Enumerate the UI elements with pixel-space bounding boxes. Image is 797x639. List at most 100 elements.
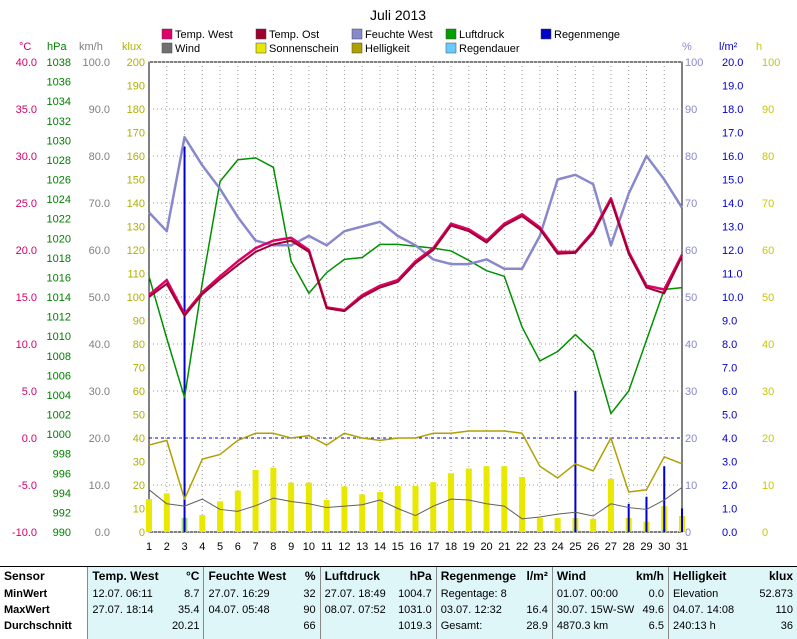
x-tick-label: 18 <box>445 541 457 553</box>
temp-axis-tick: -5.0 <box>18 480 37 492</box>
pressure-axis-tick: 1016 <box>47 272 71 284</box>
x-tick-label: 8 <box>270 541 276 553</box>
stats-column-unit: km/h <box>635 569 664 583</box>
x-tick-label: 20 <box>480 541 492 553</box>
sunshine-bar <box>323 500 330 532</box>
legend-label: Helligkeit <box>365 43 410 55</box>
stats-cell-info: 04.07. 05:48 <box>208 604 270 616</box>
wind-axis-tick: 40.0 <box>89 339 110 351</box>
stats-column-title: Feuchte West <box>208 569 287 583</box>
stats-row-label: MaxWert <box>0 602 87 618</box>
hours-axis-tick: 10 <box>762 480 774 492</box>
wind-axis-tick: 50.0 <box>89 292 110 304</box>
stats-cell-info: 30.07. 15W-SW <box>556 604 635 616</box>
sunshine-bar <box>199 515 206 532</box>
stats-row: 27.07. 18:49 1004.7 <box>321 586 436 602</box>
chart-title: Juli 2013 <box>370 7 426 23</box>
light-axis-tick: 180 <box>127 104 145 116</box>
pressure-axis-tick: 1036 <box>47 77 71 89</box>
stats-column-header: Temp. West °C <box>88 567 203 586</box>
stats-column: Temp. West °C 12.07. 06:11 8.7 27.07. 18:14 3… <box>88 567 205 639</box>
stats-column-unit: °C <box>186 569 200 583</box>
hours-axis-tick: 50 <box>762 292 774 304</box>
x-tick-label: 19 <box>463 541 475 553</box>
stats-row: 27.07. 18:14 35.4 <box>88 602 203 618</box>
stats-cell-info: 4870.3 km <box>556 620 609 632</box>
pressure-axis-tick: 1010 <box>47 331 71 343</box>
legend-swatch <box>445 28 457 40</box>
sunshine-bar <box>519 477 526 532</box>
stats-cell-value: 49.6 <box>642 604 664 616</box>
stats-column-unit: klux <box>768 569 793 583</box>
stats-column-header: Helligkeit klux <box>669 567 797 586</box>
legend-swatch <box>445 42 457 54</box>
rain-axis-tick: 11.0 <box>722 269 743 281</box>
x-tick-label: 23 <box>534 541 546 553</box>
stats-cell-value: 1031.0 <box>398 604 432 616</box>
rain-amount-bar <box>663 466 666 532</box>
x-tick-label: 27 <box>605 541 617 553</box>
wind-axis-tick: 70.0 <box>89 198 110 210</box>
legend-label: Regenmenge <box>554 29 620 41</box>
humidity-axis-tick: 30 <box>685 386 697 398</box>
rain-axis-tick: 3.0 <box>722 457 737 469</box>
stats-column-unit: hPa <box>409 569 432 583</box>
hours-axis-tick: 30 <box>762 386 774 398</box>
stats-cell-info: 27.07. 18:14 <box>92 604 154 616</box>
x-tick-label: 11 <box>321 541 332 553</box>
sunshine-bar <box>341 486 348 532</box>
sunshine-bar <box>359 494 366 532</box>
humidity-line <box>148 135 684 271</box>
x-tick-label: 28 <box>623 541 635 553</box>
x-tick-label: 25 <box>569 541 581 553</box>
light-axis-tick: 90 <box>133 316 145 328</box>
rain-axis-tick: 13.0 <box>722 222 743 234</box>
humidity-axis-tick: 20 <box>685 433 697 445</box>
sunshine-bar <box>252 469 259 532</box>
temp-axis-tick: 40.0 <box>16 57 37 69</box>
stats-column: Helligkeit klux Elevation 52.873 04.07. 14:0… <box>668 567 797 639</box>
legend-label: Sonnenschein <box>269 43 339 55</box>
stats-cell-value: 1004.7 <box>398 588 432 600</box>
sunshine-bar <box>501 466 508 532</box>
stats-column-header: Wind km/h <box>553 567 668 586</box>
legend-label: Temp. West <box>175 29 233 41</box>
sunshine-bar <box>590 518 597 532</box>
x-tick-label: 24 <box>552 541 564 553</box>
sunshine-bar <box>163 493 170 532</box>
stats-column-header: Luftdruck hPa <box>321 567 436 586</box>
rain-axis-tick: 17.0 <box>722 128 743 140</box>
stats-row: Regentage: 8 <box>437 586 552 602</box>
sunshine-bar <box>483 466 490 532</box>
legend-swatch <box>540 28 552 40</box>
stats-cell-value: 28.9 <box>526 620 548 632</box>
temp-axis-tick: 10.0 <box>16 339 37 351</box>
stats-column-title: Helligkeit <box>672 569 727 583</box>
hours-axis-tick: 80 <box>762 151 774 163</box>
pressure-axis-tick: 1008 <box>47 351 71 363</box>
rain-amount-bar <box>645 496 648 532</box>
stats-row: Elevation 52.873 <box>669 586 797 602</box>
pressure-axis-tick: 1004 <box>47 390 71 402</box>
pressure-axis-tick: 1006 <box>47 370 71 382</box>
light-axis-tick: 110 <box>127 269 145 281</box>
rain-axis-tick: 5.0 <box>722 410 737 422</box>
x-tick-label: 3 <box>181 541 187 553</box>
x-tick-label: 9 <box>288 541 294 553</box>
light-axis-tick: 0 <box>139 527 145 539</box>
stats-column-unit: l/m² <box>526 569 548 583</box>
stats-cell-info: 08.07. 07:52 <box>324 604 386 616</box>
x-tick-label: 4 <box>199 541 205 553</box>
stats-header-label: Sensor <box>4 569 45 583</box>
stats-cell-value: 8.7 <box>184 588 200 600</box>
light-axis-tick: 190 <box>127 81 145 93</box>
sunshine-bar <box>554 517 561 532</box>
sunshine-bar <box>288 482 295 532</box>
x-tick-label: 31 <box>676 541 688 553</box>
light-axis-tick: 10 <box>133 504 145 516</box>
light-axis-tick: 140 <box>127 198 145 210</box>
stats-row: 20.21 <box>88 618 203 634</box>
legend-label: Luftdruck <box>459 29 505 41</box>
stats-column-title: Regenmenge <box>440 569 517 583</box>
legend-swatch <box>161 42 173 54</box>
